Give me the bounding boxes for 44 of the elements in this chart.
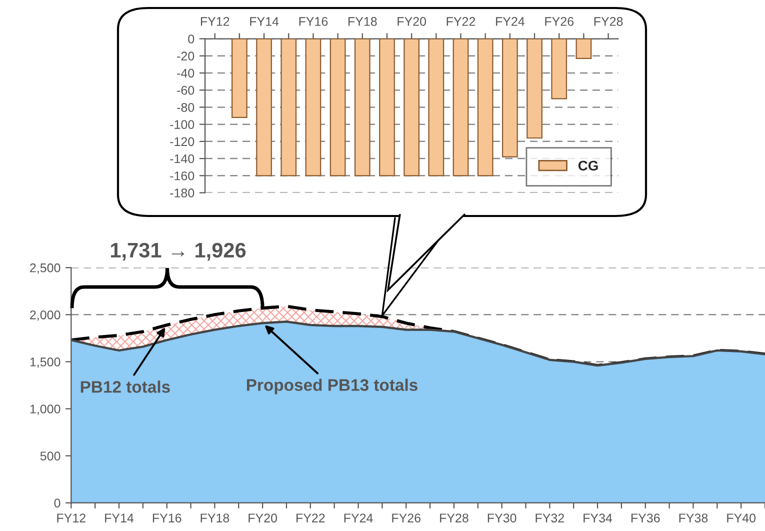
y-tick-label: -80 <box>177 103 194 112</box>
x-tick-label: FY20 <box>398 17 426 26</box>
x-tick-label: FY12 <box>200 17 230 26</box>
annotation: Proposed PB13 totals <box>246 378 418 394</box>
y-tick-label: 0 <box>54 498 60 508</box>
y-tick-label: 2,000 <box>30 310 60 321</box>
x-tick-label: FY38 <box>679 514 708 522</box>
x-tick-label: FY20 <box>248 514 278 522</box>
x-tick-label: FY12 <box>57 514 86 522</box>
x-tick-label: FY16 <box>299 17 328 26</box>
x-tick-label: FY36 <box>631 514 660 522</box>
y-tick-label: -40 <box>177 68 194 78</box>
x-tick-label: FY40 <box>727 514 756 522</box>
x-tick-label: FY22 <box>296 514 325 522</box>
y-tick-label: 0 <box>188 34 194 44</box>
y-tick-label: -60 <box>177 86 194 95</box>
x-tick-label: FY22 <box>446 17 476 26</box>
x-tick-label: FY18 <box>200 514 230 522</box>
y-tick-label: 1,500 <box>30 358 60 368</box>
y-tick-label: -20 <box>177 52 194 61</box>
y-tick-label: -140 <box>170 154 194 164</box>
x-tick-label: FY14 <box>250 17 279 26</box>
x-tick-label: FY14 <box>105 514 134 522</box>
y-tick-label: 1,000 <box>30 404 60 415</box>
x-tick-label: FY16 <box>152 514 182 522</box>
y-tick-label: -180 <box>170 188 194 198</box>
x-tick-label: FY26 <box>545 17 574 26</box>
annotation: 1,731 → 1,926 <box>110 242 246 261</box>
x-tick-label: FY34 <box>584 514 612 522</box>
x-tick-label: FY32 <box>536 514 564 522</box>
y-tick-label: -120 <box>170 137 194 146</box>
x-tick-label: FY30 <box>488 514 516 522</box>
y-tick-label: 2,500 <box>30 263 60 274</box>
annotation: PB12 totals <box>80 380 170 393</box>
x-tick-label: FY28 <box>440 514 468 522</box>
x-tick-label: FY24 <box>496 17 524 26</box>
x-tick-label: FY28 <box>594 17 623 26</box>
x-tick-label: FY24 <box>344 514 373 522</box>
y-tick-label: 500 <box>40 452 60 460</box>
y-tick-label: -100 <box>170 120 194 129</box>
y-tick-label: -160 <box>170 171 194 180</box>
legend-label: CG <box>578 160 598 171</box>
x-tick-label: FY26 <box>392 514 420 522</box>
x-tick-label: FY18 <box>348 17 377 26</box>
